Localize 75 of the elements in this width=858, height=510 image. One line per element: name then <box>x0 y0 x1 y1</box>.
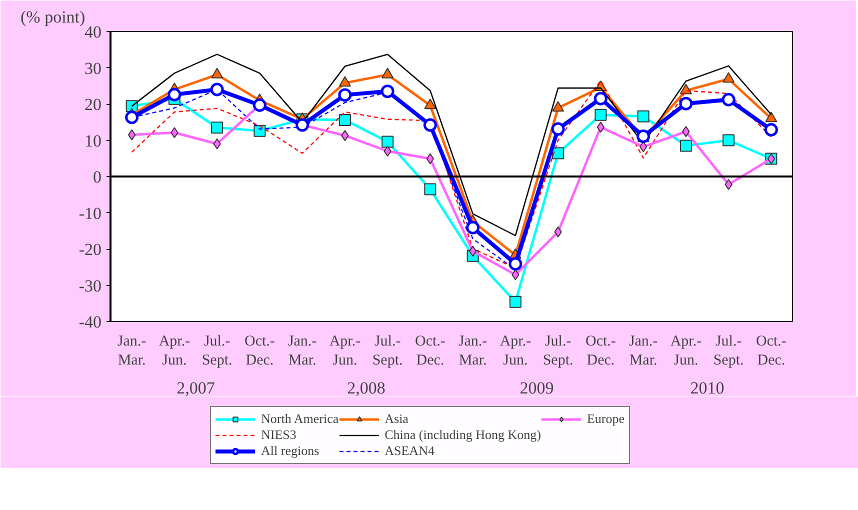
legend-label: North America <box>261 411 339 427</box>
point <box>211 68 224 78</box>
y-tick-label: 0 <box>93 168 102 186</box>
x-tick-label: Jul.- Sept. <box>202 334 232 369</box>
point <box>552 101 564 112</box>
point <box>680 140 692 152</box>
point <box>296 118 310 132</box>
y-tick-label: -10 <box>78 204 102 223</box>
point <box>596 122 605 133</box>
point <box>168 88 182 102</box>
text: 2010 <box>690 378 724 398</box>
point <box>382 136 394 148</box>
y-tick-label: 20 <box>84 95 102 114</box>
legend-label: China (including Hong Kong) <box>384 427 541 443</box>
x-tick-label: Apr.- Jun. <box>329 334 361 369</box>
x-tick-label: Apr.- Jun. <box>670 334 702 369</box>
y-axis-title: (% point) <box>20 8 86 26</box>
x-tick-label: Jan.- Mar. <box>117 334 146 369</box>
x-tick-label: Jan.- Mar. <box>458 334 488 369</box>
x-tick-label: Jul.- Sept. <box>372 334 403 369</box>
point <box>338 114 351 126</box>
legend-label: NIES3 <box>261 427 296 443</box>
point <box>551 122 565 136</box>
y-tick-label: -30 <box>78 276 102 296</box>
x-tick-label: Oct.- Dec. <box>585 334 616 369</box>
point <box>509 296 522 308</box>
point <box>594 108 607 121</box>
point <box>765 112 778 122</box>
point <box>639 141 648 152</box>
point <box>382 68 394 78</box>
point <box>468 246 477 257</box>
legend-label: Asia <box>384 411 408 427</box>
point <box>125 110 139 124</box>
point <box>426 153 434 164</box>
point <box>722 72 735 83</box>
point <box>722 134 735 146</box>
y-tick-label: 40 <box>84 22 102 42</box>
point <box>552 147 564 160</box>
x-tick-label: Oct.- Dec. <box>414 334 446 369</box>
point <box>211 122 224 134</box>
x-tick-label: Jul.- Sept. <box>713 334 744 369</box>
point <box>508 257 522 271</box>
x-tick-label: Apr.- Jun. <box>500 334 532 369</box>
y-tick-label: -40 <box>78 312 102 332</box>
point <box>466 220 480 234</box>
x-tick-label: Oct.- Dec. <box>756 334 786 369</box>
x-tick-label: Oct.- Dec. <box>244 334 275 369</box>
point <box>338 76 351 87</box>
point <box>722 92 736 106</box>
x-tick-label: Jan.- Mar. <box>288 334 317 369</box>
point <box>424 98 436 110</box>
x-tick-label: Jul.- Sept. <box>542 334 574 369</box>
point <box>594 92 608 106</box>
text: 2,007 <box>176 378 216 398</box>
y-tick-label: -20 <box>78 240 102 259</box>
text: 2009 <box>520 378 554 398</box>
legend-label: All regions <box>261 443 320 459</box>
point <box>424 183 436 196</box>
legend-label: Europe <box>586 411 625 427</box>
point <box>679 96 693 110</box>
x-tick-label: Jan.- Mar. <box>628 334 658 369</box>
point <box>338 88 352 102</box>
y-tick-label: 10 <box>84 131 102 150</box>
point <box>637 110 650 122</box>
point <box>380 84 394 98</box>
point <box>210 82 224 96</box>
x-tick-label: Apr.- Jun. <box>158 334 190 369</box>
y-tick-label: 30 <box>84 58 102 78</box>
point <box>764 123 778 136</box>
text: 2,008 <box>347 378 386 398</box>
legend-label: ASEAN4 <box>384 443 434 459</box>
point <box>128 129 136 140</box>
point <box>423 118 437 132</box>
point <box>252 98 266 112</box>
point <box>254 124 266 137</box>
